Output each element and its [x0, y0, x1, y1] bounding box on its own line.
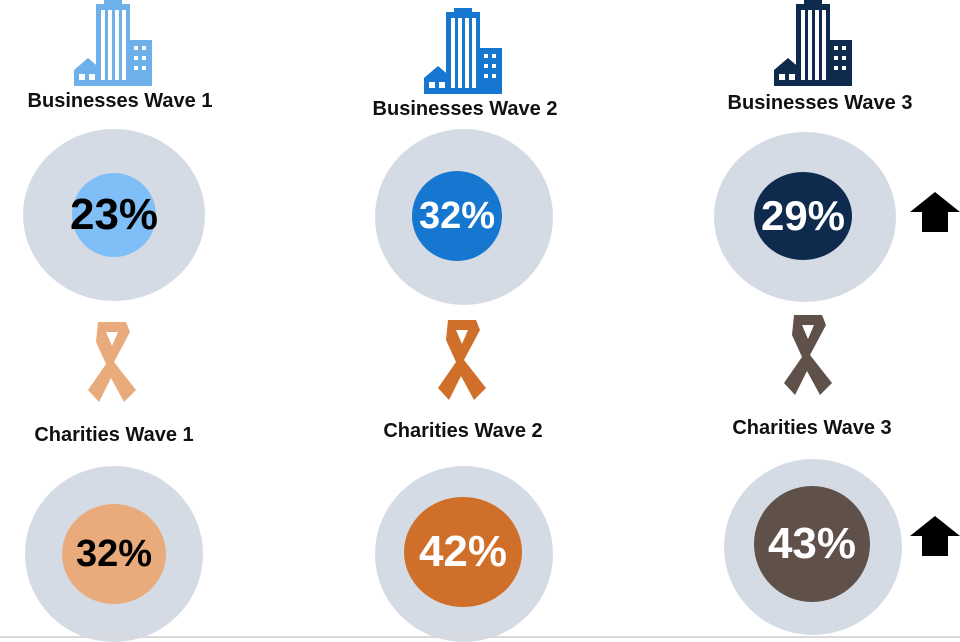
group-label-charities-wave-3: Charities Wave 3	[732, 417, 892, 439]
value-circle-businesses-wave-3: 29%	[754, 172, 852, 260]
group-label-charities-wave-2: Charities Wave 2	[383, 420, 543, 442]
up-arrow-icon	[910, 192, 960, 232]
bottom-divider	[0, 636, 960, 638]
group-label-businesses-wave-2: Businesses Wave 2	[372, 98, 558, 120]
awareness-ribbon-icon	[88, 322, 136, 402]
group-label-charities-wave-1: Charities Wave 1	[34, 424, 194, 446]
office-building-icon	[74, 0, 152, 86]
group-label-businesses-wave-3: Businesses Wave 3	[727, 92, 913, 114]
up-arrow-icon	[910, 516, 960, 556]
group-label-businesses-wave-1: Businesses Wave 1	[27, 90, 213, 112]
value-circle-charities-wave-2: 42%	[404, 497, 522, 607]
value-circle-charities-wave-3: 43%	[754, 486, 870, 602]
value-label-charities-wave-2: 42%	[418, 527, 508, 576]
value-label-businesses-wave-2: 32%	[418, 194, 496, 237]
value-circle-businesses-wave-2: 32%	[412, 171, 502, 261]
awareness-ribbon-icon	[784, 315, 832, 395]
office-building-icon	[774, 0, 852, 86]
value-label-businesses-wave-3: 29%	[760, 192, 846, 239]
value-circle-charities-wave-1: 32%	[62, 504, 166, 604]
office-building-icon	[424, 8, 502, 94]
value-label-charities-wave-1: 32%	[75, 532, 153, 575]
value-label-businesses-wave-1: 23%	[69, 190, 159, 239]
value-circle-businesses-wave-1: 23%	[69, 173, 159, 257]
awareness-ribbon-icon	[438, 320, 486, 400]
value-label-charities-wave-3: 43%	[767, 519, 857, 568]
